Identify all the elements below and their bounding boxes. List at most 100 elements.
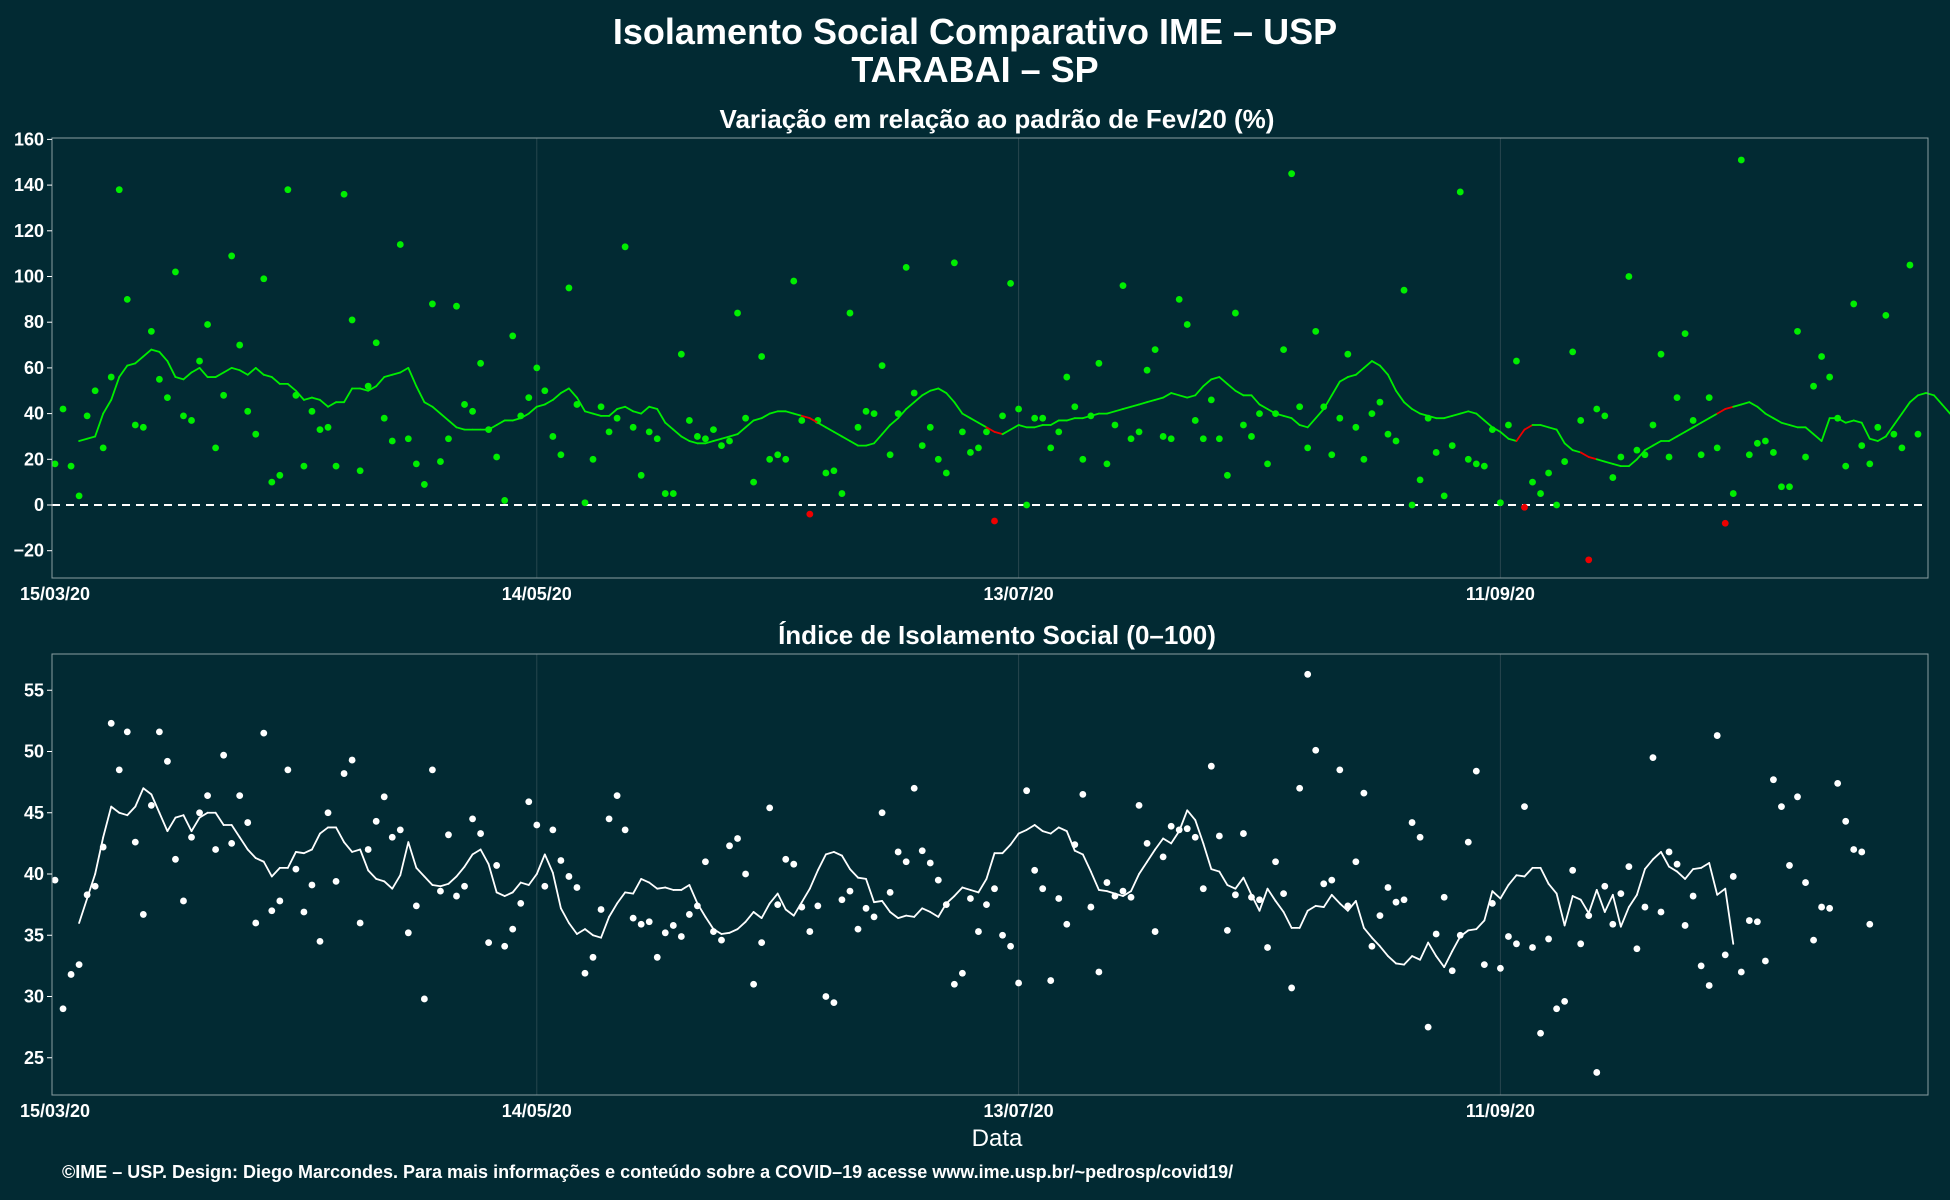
moving-average-segment (1611, 893, 1622, 928)
moving-average-segment (102, 805, 113, 839)
moving-average-segment (1539, 866, 1550, 885)
data-point (75, 492, 83, 500)
data-point (1689, 417, 1697, 424)
moving-average-segment (1057, 826, 1068, 833)
moving-average-segment (969, 417, 980, 424)
data-point (1705, 982, 1713, 989)
data-point (284, 766, 292, 774)
moving-average-segment (1563, 895, 1574, 927)
data-point (1360, 789, 1368, 797)
data-point (1312, 746, 1320, 754)
moving-average-segment (1379, 945, 1389, 957)
moving-average-segment (1716, 887, 1727, 896)
moving-average-segment (1788, 424, 1799, 429)
y-tick-label: 20 (24, 449, 44, 469)
moving-average-segment (1684, 426, 1695, 433)
moving-average-segment (1611, 462, 1622, 468)
moving-average-segment (559, 907, 570, 924)
y-tick-label: 140 (14, 175, 44, 195)
data-point (1497, 499, 1504, 507)
x-tick-label: 14/05/20 (502, 584, 572, 604)
moving-average-segment (1065, 417, 1076, 422)
data-point (412, 460, 420, 468)
data-point (1601, 412, 1609, 420)
moving-average-segment (1266, 408, 1277, 415)
moving-average-segment (1451, 935, 1462, 953)
moving-average-segment (1306, 904, 1317, 912)
data-point (1866, 460, 1874, 468)
data-point (1464, 838, 1472, 846)
moving-average-segment (1547, 882, 1558, 895)
moving-average-segment (953, 886, 964, 897)
moving-average-segment (1419, 412, 1430, 417)
data-point (388, 833, 396, 841)
moving-average-segment (407, 366, 418, 388)
moving-average-segment (1716, 408, 1727, 415)
moving-average-segment (142, 348, 153, 358)
moving-average-segment (1258, 403, 1269, 410)
moving-average-segment (656, 886, 667, 890)
moving-average-segment (1627, 893, 1638, 908)
moving-average-segment (1298, 909, 1309, 929)
moving-average-segment (1234, 876, 1245, 890)
data-point (1464, 455, 1472, 463)
data-point (324, 809, 332, 817)
moving-average-segment (1820, 417, 1831, 442)
data-point (244, 819, 252, 826)
data-point (1408, 501, 1416, 509)
variation-panel-title: Variação em relação ao padrão de Fev/20 … (720, 104, 1275, 134)
moving-average-segment (905, 401, 916, 410)
moving-average-segment (511, 881, 522, 894)
moving-average-segment (833, 851, 843, 857)
moving-average-segment (1933, 394, 1943, 406)
data-point (429, 766, 436, 774)
moving-average-segment (1081, 853, 1092, 873)
data-point (806, 928, 814, 935)
moving-average-segment (688, 884, 699, 905)
data-point (493, 862, 501, 869)
moving-average-segment (616, 405, 627, 410)
moving-average-segment (889, 417, 900, 426)
moving-average-segment (1346, 900, 1357, 912)
moving-average-segment (744, 419, 755, 429)
data-point (581, 969, 589, 977)
data-point (324, 423, 332, 431)
data-point (1063, 920, 1071, 928)
moving-average-segment (744, 911, 755, 923)
data-point (1842, 817, 1850, 825)
data-point (750, 478, 758, 486)
data-point (1215, 832, 1223, 840)
moving-average-segment (1627, 458, 1638, 468)
data-point (139, 423, 147, 431)
data-point (1103, 460, 1111, 468)
moving-average-segment (503, 891, 514, 897)
moving-average-segment (303, 396, 313, 401)
data-point (164, 757, 171, 765)
data-point (1023, 787, 1031, 795)
moving-average-segment (680, 435, 691, 442)
moving-average-segment (568, 922, 578, 935)
data-point (1296, 403, 1304, 411)
moving-average-segment (487, 863, 498, 894)
data-point (1087, 903, 1095, 911)
data-point (172, 268, 179, 276)
moving-average-segment (1868, 437, 1879, 442)
data-point (533, 821, 541, 829)
data-point (565, 284, 573, 292)
data-point (1344, 350, 1352, 358)
moving-average-segment (214, 811, 225, 826)
data-point (597, 906, 605, 913)
moving-average-segment (1130, 873, 1140, 893)
moving-average-segment (110, 376, 121, 401)
moving-average-segment (375, 376, 386, 388)
data-point (1617, 453, 1625, 461)
data-point (1151, 346, 1159, 354)
moving-average-segment (359, 848, 370, 872)
moving-average-segment (270, 376, 281, 385)
data-point (316, 937, 324, 945)
moving-average-segment (921, 907, 932, 913)
data-point (1288, 984, 1296, 992)
data-point (1480, 462, 1488, 470)
moving-average-segment (1362, 360, 1373, 369)
